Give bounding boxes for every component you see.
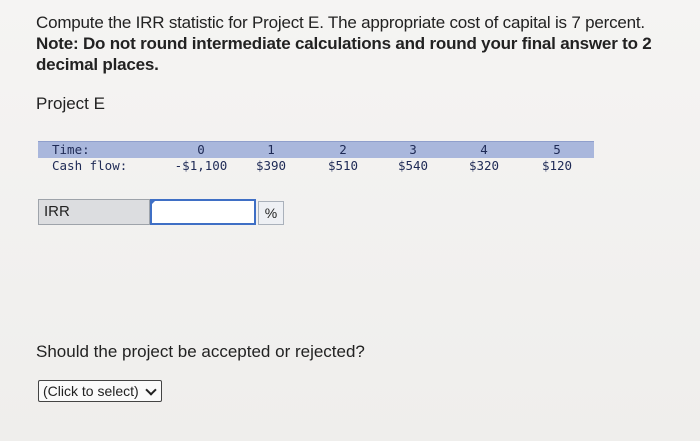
irr-label: IRR [38, 199, 150, 225]
period-5: 5 [553, 142, 561, 157]
period-0: 0 [197, 142, 205, 157]
time-row-label: Time: [52, 142, 90, 157]
period-1: 1 [267, 142, 275, 157]
decision-selected-value: (Click to select) [43, 383, 139, 399]
time-header-band [38, 141, 594, 158]
question-prompt: Compute the IRR statistic for Project E.… [36, 12, 676, 75]
irr-percent-unit: % [258, 201, 284, 225]
period-4: 4 [480, 142, 488, 157]
cash-flow-table: Time: Cash flow: 0 1 2 3 4 5 -$1,100 $39… [38, 141, 594, 181]
decision-select[interactable]: (Click to select) [38, 380, 162, 402]
irr-input[interactable] [150, 199, 256, 225]
cash-flow-3: $540 [397, 158, 429, 173]
decision-question: Should the project be accepted or reject… [36, 342, 365, 361]
cash-flow-2: $510 [327, 158, 359, 173]
cash-flow-0: -$1,100 [174, 158, 228, 173]
period-3: 3 [409, 142, 417, 157]
decision-dropdown[interactable]: (Click to select) [38, 380, 162, 402]
cash-flow-5: $120 [541, 158, 573, 173]
cash-flow-row-label: Cash flow: [52, 158, 128, 173]
period-2: 2 [339, 142, 347, 157]
prompt-note: Note: Do not round intermediate calculat… [36, 34, 652, 74]
chevron-down-icon [145, 384, 157, 396]
cash-flow-1: $390 [255, 158, 287, 173]
cash-flow-4: $320 [468, 158, 500, 173]
prompt-text: Compute the IRR statistic for Project E.… [36, 13, 645, 32]
project-label: Project E [36, 94, 105, 113]
